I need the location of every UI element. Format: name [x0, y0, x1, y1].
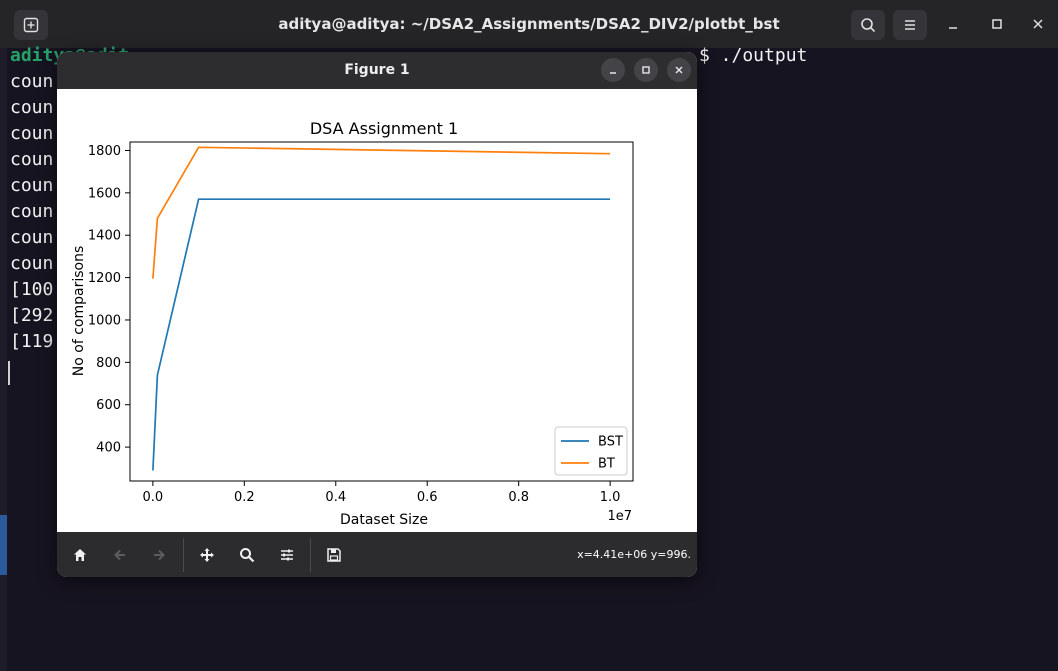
x-tick-label: 0.0: [143, 490, 164, 505]
x-tick-label: 0.8: [508, 490, 529, 505]
y-tick-label: 1000: [88, 313, 121, 328]
move-icon: [200, 548, 214, 562]
maximize-icon: [992, 19, 1002, 29]
chart-title: DSA Assignment 1: [310, 119, 458, 138]
maximize-icon: [642, 66, 650, 74]
y-axis-label: No of comparisons: [71, 246, 87, 376]
terminal-output-line: coun: [10, 97, 54, 118]
close-button[interactable]: [1026, 12, 1050, 36]
save-button[interactable]: [321, 542, 347, 568]
new-tab-icon: [23, 17, 39, 33]
figure-toolbar: x=4.41e+06 y=996.: [57, 532, 697, 577]
home-icon: [74, 549, 86, 561]
toolbar-separator: [183, 538, 184, 572]
y-tick-label: 1400: [88, 229, 121, 244]
figure-maximize-button[interactable]: [634, 58, 658, 82]
magnifier-icon: [240, 548, 255, 563]
legend-label: BST: [598, 435, 623, 450]
zoom-button[interactable]: [234, 542, 260, 568]
figure-close-button[interactable]: [667, 58, 691, 82]
back-button[interactable]: [107, 542, 133, 568]
figure-title: Figure 1: [344, 62, 410, 78]
dock-highlight: [0, 515, 7, 575]
terminal-cursor: [8, 361, 10, 385]
terminal-output-line: [119: [10, 331, 54, 352]
terminal-output-line: coun: [10, 71, 54, 92]
y-tick-label: 800: [96, 356, 121, 371]
x-tick-label: 1.0: [600, 490, 621, 505]
terminal-output-line: coun: [10, 227, 54, 248]
search-button[interactable]: [851, 10, 885, 40]
minimize-button[interactable]: [941, 12, 965, 36]
prompt-command: $ ./output: [699, 45, 808, 66]
x-axis-label: Dataset Size: [340, 512, 428, 528]
maximize-button[interactable]: [985, 12, 1009, 36]
terminal-header: aditya@aditya: ~/DSA2_Assignments/DSA2_D…: [0, 0, 1058, 48]
terminal-output-line: coun: [10, 253, 54, 274]
series-line-bt: [152, 146, 611, 279]
terminal-output-line: coun: [10, 175, 54, 196]
terminal-output-line: coun: [10, 123, 54, 144]
home-button[interactable]: [67, 542, 93, 568]
x-tick-label: 0.4: [325, 490, 346, 505]
hamburger-icon: [905, 20, 915, 30]
search-icon: [861, 18, 876, 33]
forward-button[interactable]: [146, 542, 172, 568]
sliders-icon: [281, 549, 293, 561]
x-tick-label: 0.6: [417, 490, 438, 505]
legend: BST BT: [554, 426, 628, 476]
floppy-disk-icon: [327, 548, 341, 562]
x-tick-label: 0.2: [234, 490, 255, 505]
new-tab-button[interactable]: [14, 10, 48, 40]
terminal-title: aditya@aditya: ~/DSA2_Assignments/DSA2_D…: [278, 15, 780, 33]
terminal-output-line: coun: [10, 201, 54, 222]
axes-frame: [129, 141, 634, 482]
cursor-coordinates: x=4.41e+06 y=996.: [577, 548, 691, 561]
legend-label: BT: [598, 457, 615, 472]
configure-subplots-button[interactable]: [274, 542, 300, 568]
terminal-output-line: [100: [10, 279, 54, 300]
arrow-right-icon: [154, 549, 165, 561]
toolbar-separator: [310, 538, 311, 572]
minimize-icon: [610, 72, 616, 74]
close-icon: [1033, 19, 1043, 29]
close-icon: [675, 66, 683, 74]
line-chart: 0.0 0.2 0.4 0.6 0.8 1.0 400 600 800 1000 1200 1400 1…: [71, 119, 634, 528]
y-tick-label: 1800: [88, 144, 121, 159]
arrow-left-icon: [114, 549, 125, 561]
plot-canvas[interactable]: 0.0 0.2 0.4 0.6 0.8 1.0 400 600 800 1000 1200 1400 1…: [57, 89, 697, 532]
minimize-icon: [949, 27, 957, 29]
series-line-bst: [152, 198, 611, 471]
figure-window: Figure 1 0.0 0.2 0.4 0.6 0.8 1.0 400 600 800 1000…: [57, 52, 697, 577]
y-tick-label: 400: [96, 441, 121, 456]
figure-minimize-button[interactable]: [601, 58, 625, 82]
y-tick-label: 1600: [88, 186, 121, 201]
y-tick-label: 1200: [88, 271, 121, 286]
y-tick-label: 600: [96, 398, 121, 413]
x-scale-offset: 1e7: [607, 509, 632, 524]
figure-titlebar[interactable]: Figure 1: [57, 52, 697, 89]
pan-button[interactable]: [194, 542, 220, 568]
menu-button[interactable]: [893, 10, 927, 40]
left-dock-strip: [0, 48, 7, 671]
terminal-output-line: [292: [10, 305, 54, 326]
terminal-output-line: coun: [10, 149, 54, 170]
